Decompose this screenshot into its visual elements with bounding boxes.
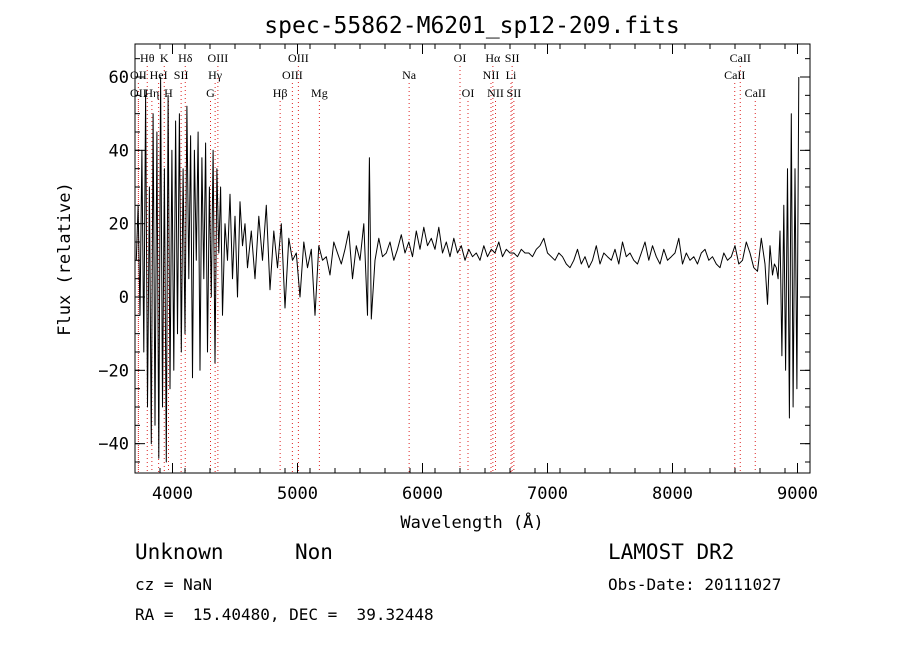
line-label: Hδ [178,51,193,65]
class-label: Unknown [135,540,224,564]
line-label: Mg [311,86,328,100]
line-label: CaII [730,51,751,65]
coordinates-label: RA = 15.40480, DEC = 39.32448 [135,605,434,624]
plot-frame [134,43,811,474]
x-tick-label: 4000 [152,484,193,504]
axis-ticks: 4000 5000 6000 7000 8000 9000 −40 −20 0 20 40 60 [98,44,818,504]
line-label: SII [507,86,522,100]
spectrum-line [135,76,800,463]
line-label: G [206,86,215,100]
line-label: CaII [724,68,745,82]
line-label: OI [462,86,475,100]
y-tick-label: −40 [98,435,129,455]
line-label: Hα [485,51,501,65]
line-label: HeI [150,68,168,82]
x-tick-label: 5000 [277,484,318,504]
plot-area [134,43,811,474]
y-tick-label: 20 [109,215,129,235]
line-label: OII [130,86,147,100]
line-label: Hβ [273,86,288,100]
line-label: H [164,86,173,100]
spectral-line-markers: Hθ K Hδ OIII OIII OI Hα SII CaII OII HeI SII Hγ OIII N… [130,51,766,473]
line-label: Hγ [208,68,223,82]
line-label: NII [483,68,500,82]
x-tick-label: 6000 [402,484,443,504]
line-label: NII [487,86,504,100]
line-label: Hθ [140,51,155,65]
line-label: OIII [288,51,309,65]
y-tick-label: 0 [119,288,129,308]
spectrum-series [135,76,800,463]
line-label: CaII [745,86,766,100]
x-axis-label: Wavelength (Å) [400,511,543,533]
y-tick-label: 60 [109,68,129,88]
y-tick-label: 40 [109,141,129,161]
y-tick-label: −20 [98,361,129,381]
line-label: Hη [144,86,159,100]
x-tick-label: 7000 [527,484,568,504]
line-label: SII [505,51,520,65]
obs-date-label: Obs-Date: 20111027 [608,575,782,594]
x-tick-label: 9000 [777,484,818,504]
line-label: Na [402,68,417,82]
line-label: SII [174,68,189,82]
line-label: OII [130,68,147,82]
line-label: Li [506,68,517,82]
y-axis-label: Flux (relative) [55,182,75,336]
subclass-label: Non [295,540,333,564]
line-label: OIII [208,51,229,65]
line-label: OIII [282,68,303,82]
chart-title: spec-55862-M6201_sp12-209.fits [264,13,679,39]
x-tick-label: 8000 [652,484,693,504]
survey-label: LAMOST DR2 [608,540,735,564]
line-label: K [160,51,169,65]
cz-label: cz = NaN [135,575,213,594]
line-label: OI [454,51,467,65]
